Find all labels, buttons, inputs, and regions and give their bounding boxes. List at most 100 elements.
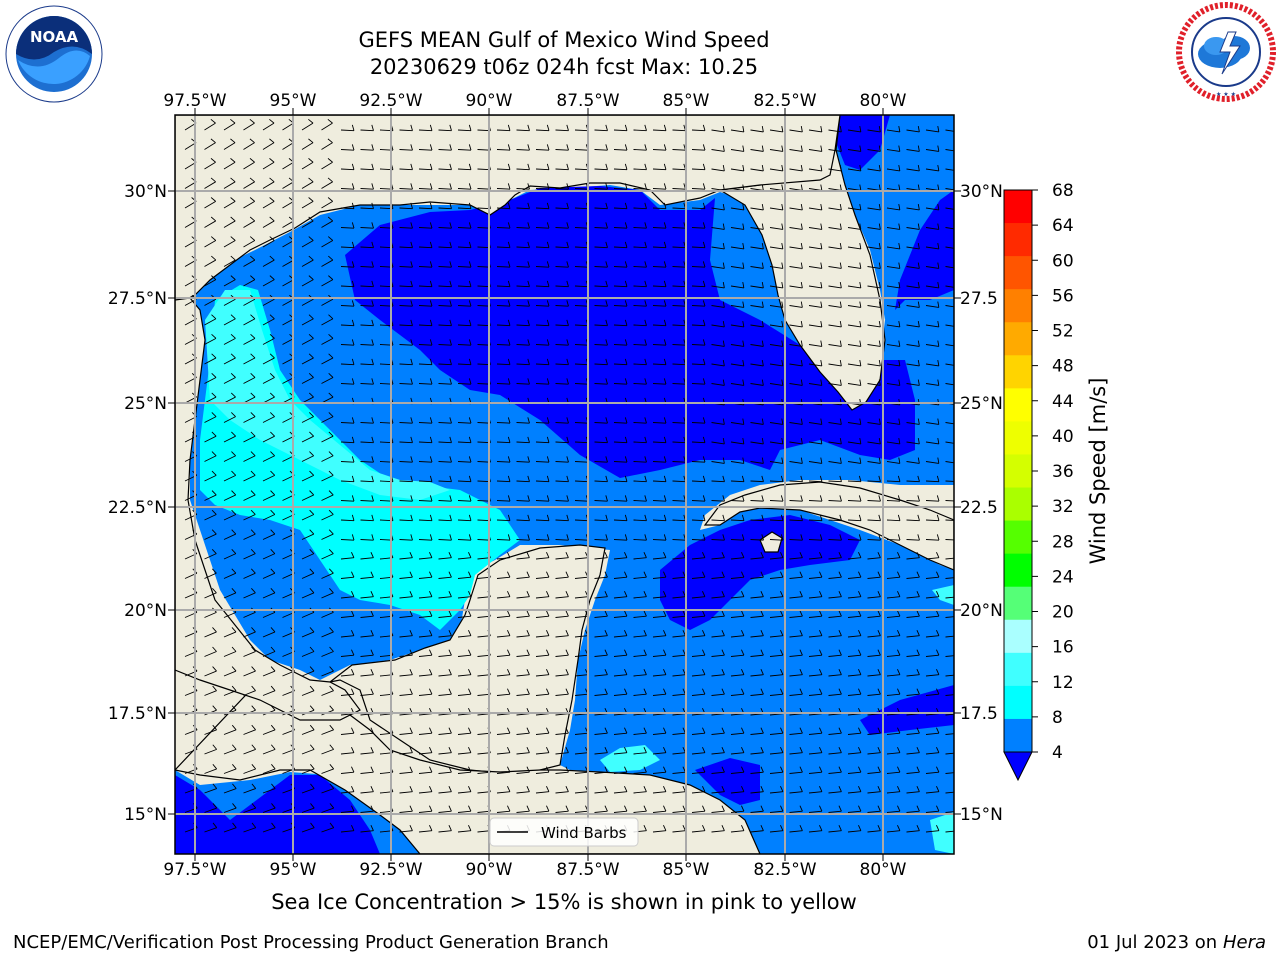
wind-barb	[301, 416, 314, 423]
wind-barb-flag	[780, 805, 784, 812]
wind-barb	[867, 363, 881, 367]
lon-label-bottom: 82.5°W	[753, 860, 816, 880]
wind-barb-flag	[877, 805, 881, 812]
wind-barb-flag	[663, 436, 667, 443]
wind-barb	[633, 810, 647, 813]
wind-barb	[906, 615, 920, 618]
wind-barb-flag	[877, 552, 881, 558]
wind-barb-flag	[604, 786, 608, 792]
wind-barb-flag	[309, 705, 315, 711]
wind-barb-flag	[212, 783, 218, 789]
wind-barb	[360, 771, 374, 774]
wind-barb-flag	[409, 630, 413, 636]
wind-barb	[438, 227, 452, 229]
wind-barb-flag	[212, 822, 218, 828]
wind-barb	[204, 807, 217, 813]
wind-barb-flag	[230, 118, 236, 124]
wind-barb-flag	[409, 786, 413, 792]
wind-barb	[555, 693, 569, 696]
wind-barb	[808, 576, 822, 579]
wind-barb-flag	[878, 418, 881, 425]
wind-barb-flag	[605, 436, 608, 443]
wind-barb-flag	[507, 495, 511, 502]
wind-barb	[282, 298, 295, 306]
lon-label-top: 97.5°W	[163, 91, 226, 111]
wind-barb	[906, 227, 920, 230]
wind-barb	[399, 635, 413, 638]
wind-barb	[613, 168, 628, 171]
wind-barb-flag	[859, 203, 862, 211]
wind-barb	[808, 539, 823, 541]
wind-barb	[262, 357, 275, 365]
wind-barb-flag	[859, 320, 862, 328]
wind-barb-flag	[605, 319, 608, 326]
wind-barb	[828, 752, 842, 755]
wind-barb-flag	[917, 145, 920, 152]
wind-barb	[535, 596, 549, 599]
wind-barb	[204, 651, 217, 657]
wind-barb-flag	[351, 378, 355, 385]
wind-barb	[555, 615, 569, 618]
colorbar-tick-label: 20	[1052, 603, 1074, 623]
wind-barb-flag	[936, 495, 940, 502]
wind-barb-flag	[781, 223, 784, 230]
wind-barb-flag	[800, 340, 803, 347]
wind-barb-flag	[644, 495, 647, 502]
wind-barb-flag	[663, 571, 667, 578]
wind-barb	[828, 344, 842, 347]
wind-barb-flag	[624, 417, 628, 424]
wind-barb-flag	[897, 495, 901, 502]
wind-barb-flag	[371, 183, 374, 190]
wind-barb	[262, 200, 275, 209]
wind-barb-flag	[546, 261, 550, 268]
wind-barb-flag	[624, 163, 628, 170]
wind-barb-flag	[212, 588, 217, 594]
colorbar-band	[1004, 586, 1032, 621]
wind-barb-flag	[702, 456, 706, 463]
wind-barb-flag	[507, 222, 511, 229]
wind-barb	[945, 539, 954, 541]
wind-barb-flag	[917, 514, 920, 521]
wind-barb	[633, 500, 647, 502]
wind-barb-flag	[328, 373, 334, 378]
wind-barb-flag	[309, 490, 315, 496]
wind-barb-flag	[429, 436, 433, 443]
wind-barb	[730, 383, 744, 386]
wind-barb	[418, 363, 433, 366]
wind-barb	[867, 480, 881, 483]
wind-barb	[223, 181, 236, 189]
wind-barb	[301, 788, 315, 794]
wind-barb	[262, 240, 275, 248]
wind-barb	[945, 616, 954, 618]
wind-barb-flag	[741, 805, 745, 812]
wind-barb	[418, 305, 433, 307]
wind-barb-flag	[742, 457, 745, 464]
wind-barb-flag	[309, 451, 314, 457]
wind-barb	[555, 461, 569, 463]
wind-barb-flag	[761, 223, 764, 230]
wind-barb	[867, 791, 881, 794]
wind-barb	[457, 188, 472, 190]
wind-barb-flag	[761, 281, 764, 289]
wind-barb	[574, 422, 589, 424]
wind-barb	[360, 791, 374, 794]
wind-barb	[613, 791, 627, 794]
wind-barb-flag	[761, 495, 764, 502]
wind-barb	[418, 674, 432, 677]
wind-barb-flag	[566, 280, 569, 287]
wind-barbs-legend: Wind Barbs	[489, 817, 639, 847]
wind-barb-flag	[410, 358, 413, 365]
wind-barb-flag	[800, 534, 803, 541]
wind-barb-flag	[605, 261, 608, 268]
wind-barb-flag	[271, 803, 276, 809]
wind-barb-flag	[249, 197, 255, 202]
wind-barb-flag	[624, 514, 628, 521]
wind-barb-flag	[507, 649, 511, 656]
wind-barb-flag	[838, 610, 842, 617]
wind-barb	[555, 810, 569, 813]
wind-barb	[847, 422, 861, 425]
wind-barb-flag	[210, 216, 217, 222]
wind-barb-flag	[722, 359, 725, 367]
wind-barb-flag	[230, 255, 236, 261]
wind-barb	[321, 690, 334, 696]
